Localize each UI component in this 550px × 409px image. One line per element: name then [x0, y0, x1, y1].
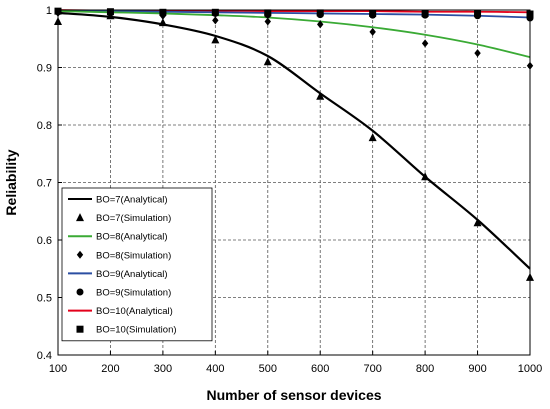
x-tick-label: 500	[259, 363, 277, 375]
data-point-bo-7-simulation	[211, 35, 220, 44]
x-tick-label: 1000	[518, 363, 542, 375]
y-tick-label: 0.6	[37, 235, 52, 247]
data-point-bo-7-simulation	[421, 172, 430, 181]
series-line-bo-9-analytical	[57, 9, 531, 19]
legend-box	[61, 187, 213, 342]
data-point-bo-7-simulation	[158, 18, 167, 27]
legend-label: BO=7(Simulation)	[96, 213, 171, 224]
x-axis-title: Number of sensor devices	[206, 387, 381, 403]
data-point-bo-7-simulation	[316, 91, 325, 100]
x-tick-label: 200	[101, 363, 119, 375]
legend-label: BO=8(Simulation)	[96, 250, 171, 261]
y-tick-label: 0.7	[37, 178, 52, 190]
data-point-bo-10-simulation	[159, 8, 167, 16]
data-point-bo-10-simulation	[316, 9, 324, 17]
x-tick-label: 700	[363, 363, 381, 375]
y-axis-title: Reliability	[3, 149, 19, 215]
y-tick-label: 0.8	[37, 120, 52, 132]
x-tick-label: 900	[468, 363, 486, 375]
x-tick-label: 100	[49, 363, 67, 375]
data-point-bo-10-simulation	[474, 9, 482, 17]
y-tick-label: 0.4	[37, 350, 52, 362]
series-line-bo-8-analytical	[57, 10, 531, 59]
data-point-bo-8-simulation	[369, 27, 376, 36]
data-point-bo-7-simulation	[368, 133, 377, 142]
data-point-bo-8-simulation	[212, 16, 219, 25]
legend: BO=7(Analytical) BO=7(Simulation) BO=8(Ana…	[61, 187, 213, 342]
legend-marker-swatch	[76, 325, 84, 333]
legend-label: BO=9(Simulation)	[96, 288, 171, 299]
data-point-bo-10-simulation	[421, 9, 429, 17]
legend-label: BO=8(Analytical)	[96, 232, 168, 243]
y-tick-label: 0.9	[37, 63, 52, 75]
series-line-bo-7-analytical	[57, 11, 531, 270]
grid	[58, 10, 530, 355]
legend-label: BO=10(Simulation)	[96, 325, 177, 336]
data-point-bo-7-simulation	[263, 57, 272, 66]
data-point-bo-8-simulation	[421, 39, 429, 48]
legend-label: BO=7(Analytical)	[96, 195, 168, 206]
data-point-bo-8-simulation	[474, 49, 481, 58]
y-tick-label: 1	[46, 5, 52, 17]
data-point-bo-10-simulation	[106, 8, 114, 16]
data-point-bo-10-simulation	[369, 9, 377, 17]
x-tick-label: 600	[311, 363, 329, 375]
legend-marker-swatch	[76, 250, 84, 259]
legend-marker-swatch	[76, 288, 84, 296]
x-tick-label: 400	[206, 363, 224, 375]
legend-label: BO=10(Analytical)	[96, 306, 173, 317]
y-tick-label: 0.5	[37, 293, 52, 305]
data-point-bo-10-simulation	[264, 9, 272, 17]
data-point-bo-7-simulation	[473, 218, 482, 227]
legend-label: BO=9(Analytical)	[96, 269, 168, 280]
data-point-bo-10-simulation	[211, 8, 219, 16]
x-tick-label: 300	[154, 363, 172, 375]
axis-ticks: 100 200 300 400 500 600 700 800 900 1000 0.4 0.5 0.6…	[37, 5, 543, 375]
data-point-bo-8-simulation	[264, 17, 271, 26]
data-point-bo-8-simulation	[317, 20, 324, 29]
x-tick-label: 800	[416, 363, 434, 375]
legend-marker-swatch	[76, 213, 84, 222]
